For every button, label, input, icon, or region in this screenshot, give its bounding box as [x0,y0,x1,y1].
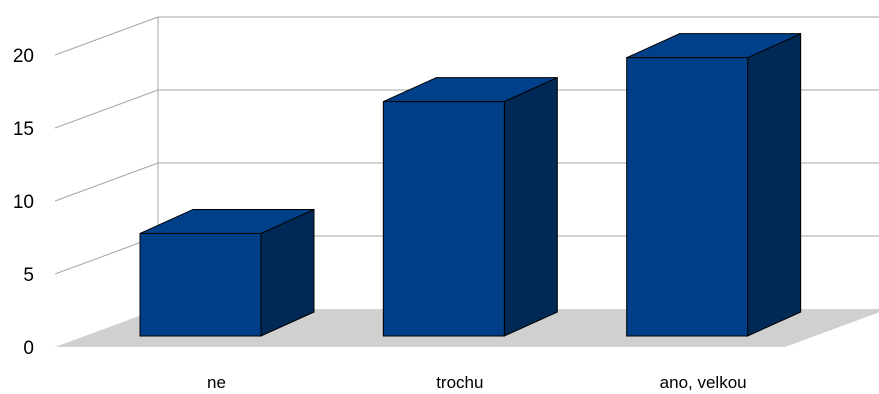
y-tick-label: 0 [23,338,34,359]
bar-trochu [382,76,558,337]
x-tick-label: trochu [436,373,483,392]
y-tick-label: 20 [13,46,34,67]
bar-front [139,232,262,337]
bar-side [503,76,558,337]
x-axis-labels: ne trochu ano, velkou [207,373,747,392]
bar-ano-velkou [626,32,802,337]
bar-front [626,57,749,337]
y-tick-label: 5 [23,265,34,286]
bars [139,32,802,337]
y-tick-label: 10 [13,192,34,213]
x-tick-label: ano, velkou [660,373,747,392]
gridline-diagonal [54,89,159,129]
bar-ne [139,208,315,337]
y-axis-labels: 0 5 10 15 20 [13,46,34,359]
gridline-diagonal [54,162,159,202]
gridline-diagonal [54,16,159,56]
bar-side [747,32,802,337]
x-tick-label: ne [207,373,226,392]
bar-front [382,101,505,337]
y-tick-label: 15 [13,119,34,140]
